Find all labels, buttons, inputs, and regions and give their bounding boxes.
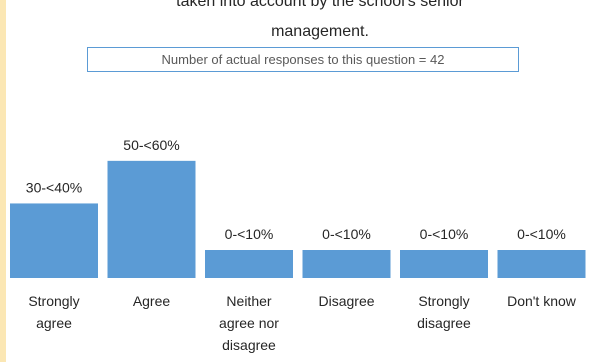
category-label-4-line-1: disagree	[417, 315, 471, 331]
chart-title-line-1: taken into account by the school's senio…	[176, 0, 464, 10]
category-label-2-line-2: disagree	[222, 337, 276, 353]
responses-note: Number of actual responses to this quest…	[87, 47, 519, 72]
chart-title-line-2: management.	[271, 23, 369, 40]
bar-3	[302, 250, 391, 278]
bar-1	[107, 160, 196, 278]
category-label-2-line-1: agree nor	[219, 315, 279, 331]
category-label-0-line-1: agree	[36, 315, 72, 331]
bar-0	[10, 203, 98, 278]
data-label-0: 30-<40%	[26, 179, 82, 195]
data-label-1: 50-<60%	[123, 137, 179, 153]
data-label-3: 0-<10%	[322, 226, 371, 242]
category-label-3-line-0: Disagree	[318, 293, 374, 309]
bar-5	[497, 250, 586, 278]
data-label-2: 0-<10%	[225, 226, 274, 242]
category-label-4-line-0: Strongly	[418, 293, 469, 309]
data-label-5: 0-<10%	[517, 226, 566, 242]
bar-4	[400, 250, 488, 278]
bar-2	[205, 250, 293, 278]
category-label-2-line-0: Neither	[226, 293, 271, 309]
data-label-4: 0-<10%	[420, 226, 469, 242]
left-accent-rule	[0, 0, 6, 362]
category-label-0-line-0: Strongly	[28, 293, 79, 309]
category-label-5-line-0: Don't know	[507, 293, 577, 309]
category-label-1-line-0: Agree	[133, 293, 171, 309]
